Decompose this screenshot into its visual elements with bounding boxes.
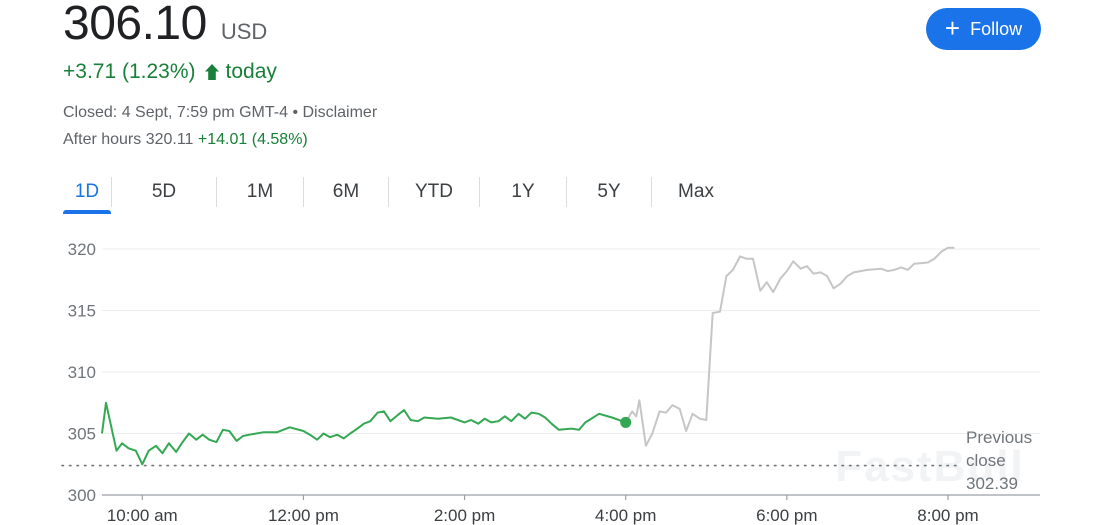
after-hours-change: +14.01 (4.58%) [197,131,308,148]
x-tick-label: 4:00 pm [595,506,656,525]
x-tick-label: 8:00 pm [917,506,978,525]
tab-1y[interactable]: 1Y [511,181,535,202]
tab-5d[interactable]: 5D [151,181,177,202]
tab-ytd[interactable]: YTD [415,181,453,202]
watermark-text: FastBull [835,442,1025,491]
x-tick-label: 2:00 pm [434,506,495,525]
closed-status: Closed: 4 Sept, 7:59 pm GMT-4 • Disclaim… [63,104,378,121]
tab-separator [111,177,112,207]
current-price: 306.10 [63,0,207,50]
series-line-after-hours [624,246,955,447]
previous-close-label-line: Previous [966,428,1032,447]
tab-6m[interactable]: 6M [332,181,360,202]
tab-1d[interactable]: 1D [63,170,111,214]
tab-max[interactable]: Max [678,181,714,202]
tab-1m[interactable]: 1M [246,181,274,202]
tab-separator [303,177,304,207]
tab-separator [651,177,652,207]
tab-separator [216,177,217,207]
tab-separator [479,177,480,207]
after-hours-label: After hours 320.11 [63,131,194,148]
follow-button[interactable]: + Follow [926,8,1041,50]
y-tick-label: 305 [68,425,96,444]
market-close-marker [620,416,632,428]
plus-icon: + [944,13,961,43]
series-line-regular [101,401,627,466]
tab-separator [388,177,389,207]
previous-close-label: Previous close 302.39 [966,428,1032,493]
tab-separator [566,177,567,207]
previous-close-label-line: close [966,451,1006,470]
change-value: +3.71 (1.23%) [63,60,196,83]
arrow-up-icon [204,64,219,80]
price-change: +3.71 (1.23%) today [63,60,277,84]
y-tick-label: 320 [68,240,96,259]
y-tick-label: 310 [68,363,96,382]
after-hours-line: After hours 320.11 +14.01 (4.58%) [63,131,308,149]
range-tabs: 1D 5D 1M 6M YTD 1Y 5Y Max [63,170,740,214]
price-chart: FastBull 300 305 310 315 320 10:00 am 12:00 pm 2… [61,240,1040,525]
follow-button-label: Follow [970,18,1023,39]
price-header: 306.10 USD [63,0,267,48]
y-tick-label: 315 [68,302,96,321]
x-tick-label: 10:00 am [107,506,178,525]
x-tick-label: 6:00 pm [756,506,817,525]
x-tick-label: 12:00 pm [268,506,339,525]
previous-close-label-line: 302.39 [966,474,1018,493]
tab-5y[interactable]: 5Y [597,181,621,202]
currency-code: USD [220,19,268,44]
y-tick-label: 300 [68,486,96,505]
change-suffix: today [225,60,277,83]
